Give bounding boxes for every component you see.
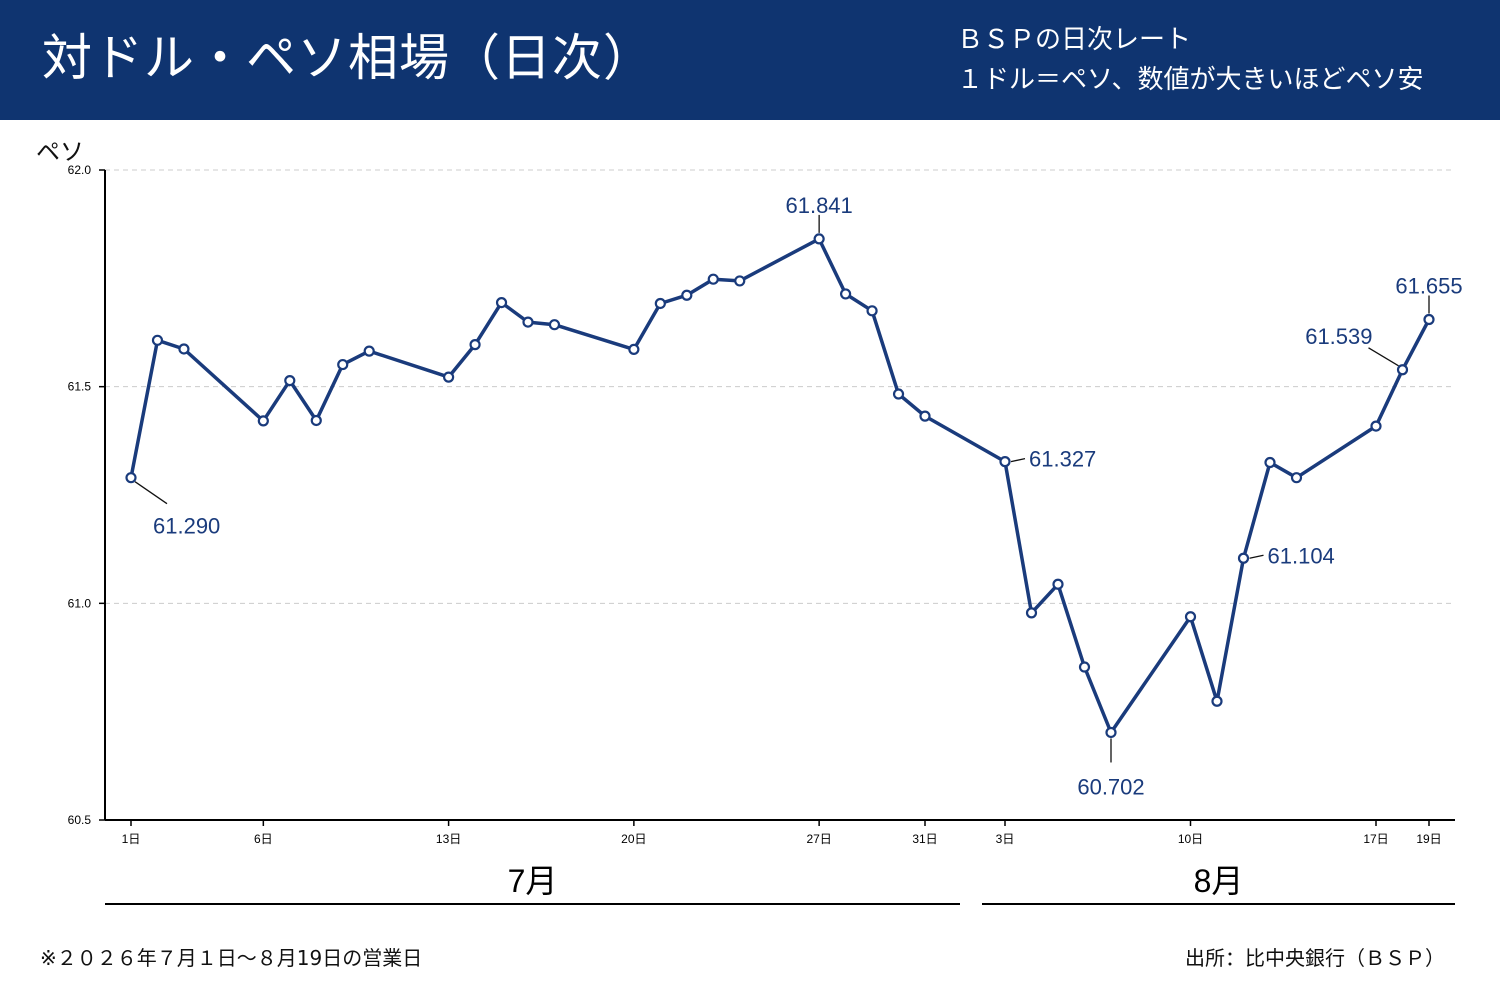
annotation-label: 60.702 [1077,774,1144,799]
data-point [178,343,190,355]
data-point [1025,607,1038,619]
y-tick-label: 61.0 [68,596,92,610]
annotation-label: 61.327 [1029,447,1096,472]
data-point [1264,456,1276,469]
data-point [1052,578,1064,590]
y-tick-label: 61.5 [68,380,92,394]
annotation-label: 61.655 [1395,274,1462,299]
x-tick-label: 1日 [122,832,141,846]
y-tick-label: 62.0 [68,163,92,177]
data-point [1105,726,1117,739]
data-point [839,288,852,300]
source-note: 出所：比中央銀行（ＢＳＰ） [1185,946,1445,970]
x-tick-label: 6日 [254,832,273,846]
data-point [734,275,746,287]
x-tick-label: 10日 [1178,832,1203,846]
data-point [548,319,561,331]
annotation-leader [134,481,168,505]
data-point [654,297,666,310]
data-point [707,273,719,285]
x-tick-label: 13日 [436,832,461,846]
data-point [813,233,825,245]
data-point [866,305,878,317]
footnote: ※２０２６年７月１日〜８月19日の営業日 [40,946,423,970]
y-ticks: 60.5 61.0 61.5 62.0 [68,163,105,827]
data-point [1290,472,1303,484]
annotation-label: 61.841 [785,193,852,218]
data-point [628,343,640,355]
data-point [1396,364,1409,376]
month-label: 7月 [508,863,558,899]
data-point [999,456,1011,468]
x-tick-label: 19日 [1416,832,1441,846]
header-banner: 対ドル・ペソ相場（日次） ＢＳＰの日次レート １ドル＝ペソ、数値が大きいほどペソ… [0,0,1500,120]
series-line [129,237,1431,735]
month-label: 8月 [1194,863,1244,899]
data-point [125,472,137,484]
data-point [495,297,508,309]
data-point [919,410,931,422]
data-point [1237,552,1250,564]
annotation-leader [1249,554,1264,559]
data-point [892,388,905,400]
data-point [1184,611,1197,623]
data-point [681,289,693,301]
data-point [469,339,481,351]
data-point [337,358,349,371]
data-point [443,371,455,383]
month-labels: 7月 8月 [105,863,1455,905]
subtitle-line-2: １ドル＝ペソ、数値が大きいほどペソ安 [957,65,1424,95]
data-point [257,415,269,427]
x-tick-label: 31日 [912,832,937,846]
annotation-label: 61.104 [1268,543,1335,568]
data-point [363,345,375,357]
subtitle-line-1: ＢＳＰの日次レート [957,25,1192,55]
data-point [1370,420,1382,432]
annotation-label: 61.290 [153,514,220,539]
subtitle: ＢＳＰの日次レート １ドル＝ペソ、数値が大きいほどペソ安 [957,20,1423,100]
x-tick-label: 20日 [621,832,646,846]
data-point [1078,661,1091,673]
y-tick-label: 60.5 [68,813,92,827]
data-point [1211,695,1223,707]
data-point [151,334,164,346]
series [125,233,1435,739]
annotation-leader [1368,347,1399,367]
line-chart: ペソ 60.5 61.0 61.5 62.0 1日 6日 13日 20日 27日 31日 3日 10… [36,139,1463,905]
data-point [284,375,296,387]
data-point [310,414,322,427]
x-tick-label: 17日 [1363,832,1388,846]
annotation-label: 61.539 [1305,324,1372,349]
x-ticks: 1日 6日 13日 20日 27日 31日 3日 10日 17日 19日 [122,820,1442,846]
page-title: 対ドル・ペソ相場（日次） [42,29,654,87]
data-point [1423,313,1435,326]
x-tick-label: 27日 [806,832,831,846]
y-axis-label: ペソ [36,139,84,166]
x-tick-label: 3日 [996,832,1015,846]
grid [105,169,1455,604]
annotation-leader [1010,457,1026,463]
annotations: 61.290 61.841 61.327 60.702 61.104 61.539 61.6… [134,193,1463,799]
data-point [522,316,534,328]
